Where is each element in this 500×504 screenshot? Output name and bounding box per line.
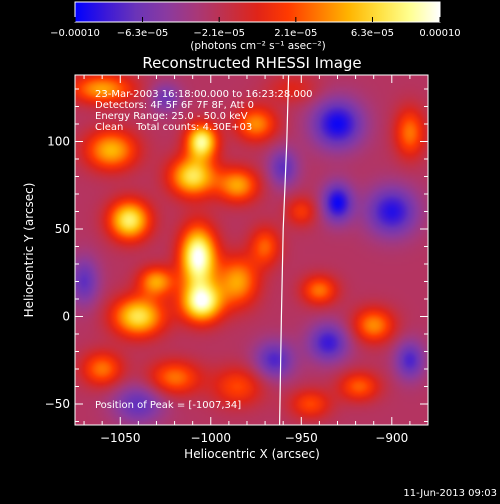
colorbar: −0.00010 −6.3e−05 −2.1e−05 2.1e−05 6.3e−05 0.… bbox=[50, 1, 461, 52]
colorbar-tick-label: 6.3e−05 bbox=[351, 28, 394, 39]
colorbar-tick-label: −6.3e−05 bbox=[117, 28, 169, 39]
colorbar-tick-label: 2.1e−05 bbox=[274, 28, 317, 39]
chart-title: Reconstructed RHESSI Image bbox=[142, 54, 361, 72]
x-axis-label: Heliocentric X (arcsec) bbox=[184, 447, 320, 461]
colorbar-ticks: −0.00010 −6.3e−05 −2.1e−05 2.1e−05 6.3e−05 0.… bbox=[50, 17, 461, 39]
solar-limb-line bbox=[279, 74, 290, 426]
colorbar-tick-label: −2.1e−05 bbox=[193, 28, 245, 39]
colorbar-tick-label: 0.00010 bbox=[419, 28, 460, 39]
x-tick-label: −1000 bbox=[190, 431, 231, 445]
axis-ticks: −1050 −1000 −950 −900 −50 0 50 100 bbox=[45, 75, 429, 445]
colorbar-tick-label: −0.00010 bbox=[50, 28, 100, 39]
colorbar-units-label: (photons cm⁻² s⁻¹ asec⁻²) bbox=[190, 40, 325, 52]
x-tick-label: −900 bbox=[375, 431, 408, 445]
info-line-time-range: 23-Mar-2003 16:18:00.000 to 16:23:28.000 bbox=[95, 89, 313, 100]
peak-position-label: Position of Peak = [-1007,34] bbox=[95, 400, 241, 411]
plot-area: −1050 −1000 −950 −900 −50 0 50 100 bbox=[45, 74, 429, 445]
heatmap-image bbox=[75, 75, 428, 425]
info-line-energy-range: Energy Range: 25.0 - 50.0 keV bbox=[95, 111, 248, 122]
info-line-detectors: Detectors: 4F 5F 6F 7F 8F, Att 0 bbox=[95, 100, 254, 111]
footer-timestamp: 11-Jun-2013 09:03 bbox=[403, 488, 497, 499]
plot-frame bbox=[74, 74, 429, 426]
y-tick-label: 0 bbox=[62, 310, 70, 324]
y-tick-label: −50 bbox=[45, 397, 70, 411]
y-axis-label: Heliocentric Y (arcsec) bbox=[22, 183, 36, 318]
info-annotation: 23-Mar-2003 16:18:00.000 to 16:23:28.000… bbox=[95, 89, 313, 411]
info-line-total-counts: Clean Total counts: 4.30E+03 bbox=[95, 122, 252, 133]
x-tick-label: −950 bbox=[285, 431, 318, 445]
x-tick-label: −1050 bbox=[100, 431, 141, 445]
colorbar-gradient bbox=[74, 1, 441, 23]
y-tick-label: 100 bbox=[47, 135, 70, 149]
y-tick-label: 50 bbox=[55, 222, 70, 236]
